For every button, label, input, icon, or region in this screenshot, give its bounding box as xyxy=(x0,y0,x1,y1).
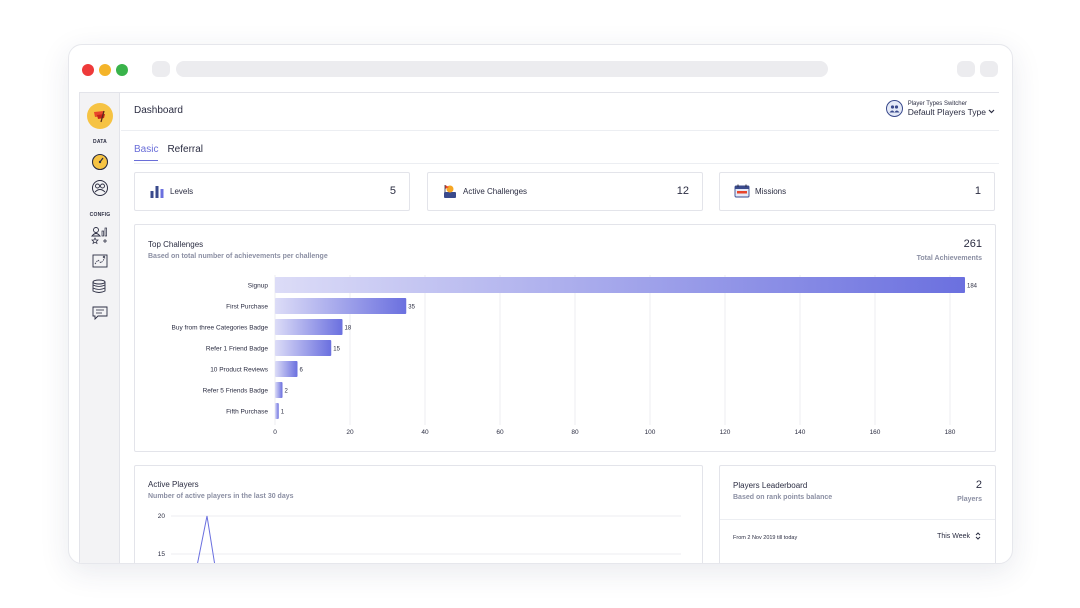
minimize-window-button[interactable] xyxy=(99,64,111,76)
x-tick-label: 180 xyxy=(945,429,956,436)
stat-value: 12 xyxy=(676,185,689,197)
stat-label: Levels xyxy=(170,187,194,196)
panel-subtitle: Based on rank points balance xyxy=(733,494,833,501)
stat-card-missions[interactable]: Missions 1 xyxy=(719,172,995,211)
y-tick-label: 15 xyxy=(158,551,166,558)
tab-bar: Basic Referral xyxy=(134,144,212,161)
chat-icon[interactable] xyxy=(90,303,110,323)
header: Dashboard Player Types Switcher Default … xyxy=(121,93,999,131)
bar xyxy=(275,361,298,377)
x-tick-label: 160 xyxy=(870,429,881,436)
top-challenges-chart: 0 20 40 60 80 100 120 140 160 180 Signup 184 First P… xyxy=(172,275,978,436)
stat-value: 5 xyxy=(389,185,396,197)
category-label: 10 Product Reviews xyxy=(210,367,269,374)
active-players-panel: Active Players Number of active players … xyxy=(134,465,703,563)
bar xyxy=(275,382,283,398)
stat-card-active-challenges[interactable]: Active Challenges 12 xyxy=(427,172,703,211)
tab-referral[interactable]: Referral xyxy=(167,144,204,155)
category-label: Refer 1 Friend Badge xyxy=(206,346,269,353)
leaderboard-panel: Players Leaderboard Based on rank points… xyxy=(719,465,996,563)
tab-basic[interactable]: Basic xyxy=(134,144,159,161)
sidebar-section-config: CONFIG xyxy=(89,212,111,218)
active-players-chart: 20 15 xyxy=(158,513,681,563)
browser-window: DATA CONFIG xyxy=(68,44,1013,564)
category-label: Fifth Purchase xyxy=(226,409,268,416)
x-tick-label: 40 xyxy=(421,429,429,436)
close-window-button[interactable] xyxy=(82,64,94,76)
total-achievements-caption: Total Achievements xyxy=(916,255,982,262)
x-tick-label: 80 xyxy=(571,429,579,436)
back-button[interactable] xyxy=(152,61,170,77)
browser-chrome xyxy=(69,45,1012,91)
map-icon[interactable] xyxy=(90,251,110,271)
x-tick-label: 120 xyxy=(720,429,731,436)
stat-label: Missions xyxy=(755,187,787,196)
bar-chart-icon xyxy=(150,186,164,198)
page-title: Dashboard xyxy=(134,105,183,116)
top-challenges-panel: Top Challenges Based on total number of … xyxy=(134,224,996,452)
maximize-window-button[interactable] xyxy=(116,64,128,76)
y-tick-label: 20 xyxy=(158,513,166,520)
extension-button[interactable] xyxy=(957,61,975,77)
sidebar: DATA CONFIG xyxy=(80,93,120,563)
data-label: 1 xyxy=(281,410,285,416)
panel-title: Players Leaderboard xyxy=(733,481,808,490)
x-tick-label: 100 xyxy=(645,429,656,436)
x-tick-label: 140 xyxy=(795,429,806,436)
x-tick-label: 60 xyxy=(496,429,504,436)
switcher-value: Default Players Type xyxy=(907,106,986,117)
players-caption: Players xyxy=(957,496,982,503)
panel-title: Top Challenges xyxy=(148,240,204,249)
sort-arrows-icon xyxy=(975,532,981,540)
stat-value: 1 xyxy=(974,185,981,197)
switcher-caption: Player Types Switcher xyxy=(907,100,967,107)
x-tick-label: 20 xyxy=(346,429,354,436)
category-label: Buy from three Categories Badge xyxy=(172,325,269,332)
period-select[interactable]: This Week xyxy=(937,532,981,540)
players-count: 2 xyxy=(975,479,982,491)
sidebar-section-data: DATA xyxy=(93,139,107,145)
x-tick-label: 0 xyxy=(273,429,277,436)
gauge-icon[interactable] xyxy=(90,152,110,172)
player-type-switcher[interactable]: Player Types Switcher Default Players Ty… xyxy=(885,100,995,117)
active-players-line xyxy=(197,515,216,563)
address-bar[interactable] xyxy=(176,61,828,77)
bar xyxy=(275,277,965,293)
players-avatar-icon xyxy=(885,100,903,117)
main-content: Dashboard Player Types Switcher Default … xyxy=(121,93,999,563)
panel-subtitle: Based on total number of achievements pe… xyxy=(148,253,328,260)
users-icon[interactable] xyxy=(90,178,110,198)
category-label: Refer 5 Friends Badge xyxy=(203,388,269,395)
data-label: 35 xyxy=(408,305,415,311)
flag-logo-icon[interactable] xyxy=(87,103,113,129)
period-select-value: This Week xyxy=(937,532,970,540)
divider xyxy=(720,519,995,520)
missions-icon xyxy=(734,184,750,198)
chevron-down-icon xyxy=(988,109,995,114)
stat-label: Active Challenges xyxy=(463,187,528,196)
data-label: 18 xyxy=(345,326,352,332)
category-label: Signup xyxy=(248,283,269,290)
date-range-label: From 2 Nov 2019 till today xyxy=(733,535,798,541)
stat-card-levels[interactable]: Levels 5 xyxy=(134,172,410,211)
data-label: 6 xyxy=(300,368,304,374)
challenge-icon xyxy=(444,185,456,198)
bar xyxy=(275,298,407,314)
coins-icon[interactable] xyxy=(90,277,110,297)
user-levels-icon[interactable] xyxy=(90,225,110,245)
bar xyxy=(275,340,332,356)
bar xyxy=(275,403,279,419)
bar xyxy=(275,319,343,335)
data-label: 15 xyxy=(333,347,340,353)
tabs-divider xyxy=(134,163,999,164)
category-label: First Purchase xyxy=(226,304,268,311)
data-label: 2 xyxy=(285,389,289,395)
menu-button[interactable] xyxy=(980,61,998,77)
panel-subtitle: Number of active players in the last 30 … xyxy=(148,493,294,500)
total-achievements-value: 261 xyxy=(963,238,982,250)
data-label: 184 xyxy=(967,284,978,290)
panel-title: Active Players xyxy=(148,480,199,489)
app: DATA CONFIG xyxy=(79,92,999,563)
